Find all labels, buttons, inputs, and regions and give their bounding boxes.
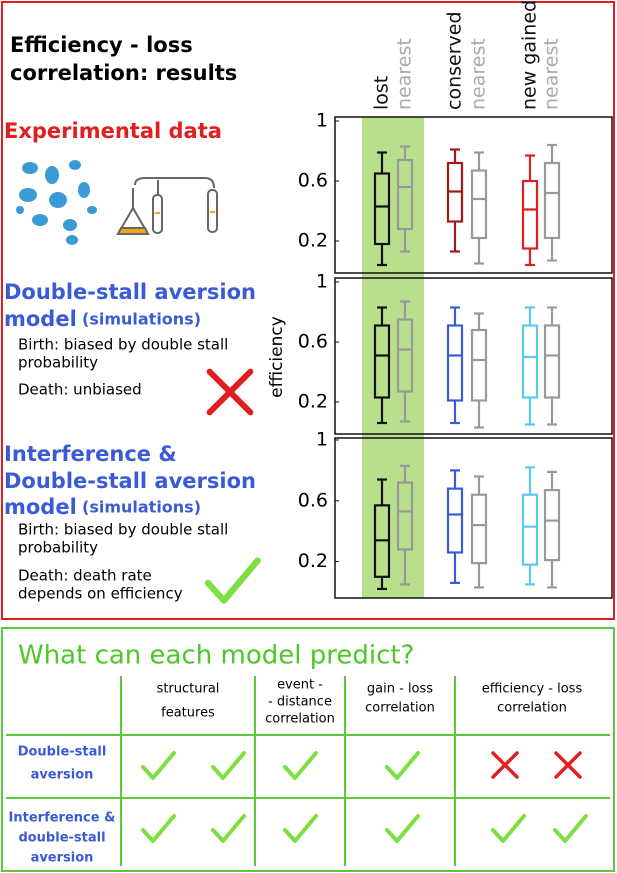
column-header: structural bbox=[157, 682, 220, 697]
column-label: nearest bbox=[541, 38, 563, 110]
column-label: new gained bbox=[519, 0, 541, 110]
column-label: nearest bbox=[394, 38, 416, 110]
row-header: aversion bbox=[31, 851, 94, 866]
box bbox=[446, 487, 464, 554]
box bbox=[373, 324, 391, 399]
model-title: Double-stall aversion bbox=[4, 280, 256, 304]
box bbox=[521, 179, 539, 250]
lab-icon bbox=[116, 177, 218, 235]
model-note: (simulations) bbox=[82, 498, 201, 517]
birth-rule: Birth: biased by double stall bbox=[18, 336, 228, 354]
panel-frame bbox=[334, 277, 613, 435]
column-header: gain - loss bbox=[367, 682, 433, 697]
column-header: features bbox=[161, 706, 215, 721]
box bbox=[543, 489, 561, 562]
box bbox=[470, 328, 488, 402]
y-tick-label: 0.2 bbox=[298, 230, 328, 252]
box bbox=[396, 158, 414, 231]
death-rule: Death: unbiased bbox=[18, 381, 142, 399]
table-frame bbox=[1, 627, 615, 872]
box bbox=[396, 318, 414, 393]
box bbox=[396, 481, 414, 551]
box bbox=[373, 172, 391, 246]
box bbox=[470, 169, 488, 240]
column-header: - distance bbox=[268, 695, 332, 710]
row-header: aversion bbox=[31, 768, 94, 783]
birth-rule: Birth: biased by double stall bbox=[18, 521, 228, 539]
check-icon bbox=[208, 561, 258, 601]
model-title: model bbox=[4, 495, 77, 519]
y-tick-label: 1 bbox=[316, 271, 328, 293]
box bbox=[521, 324, 539, 399]
title: correlation: results bbox=[10, 61, 237, 85]
column-header: event - bbox=[277, 678, 323, 693]
death-rule: Death: death rate bbox=[18, 567, 152, 585]
table-grid bbox=[6, 676, 610, 866]
column-header: efficiency - loss bbox=[482, 682, 583, 697]
y-tick-label: 0.2 bbox=[298, 391, 328, 413]
y-tick-label: 0.6 bbox=[298, 170, 328, 192]
column-header: correlation bbox=[497, 701, 567, 716]
y-tick-label: 1 bbox=[316, 429, 328, 451]
box bbox=[470, 493, 488, 565]
model-title: Interference & bbox=[4, 442, 177, 466]
row-header: Interference & bbox=[9, 811, 116, 826]
y-axis-label: efficiency bbox=[267, 316, 287, 398]
column-label: nearest bbox=[468, 38, 490, 110]
section-title: Experimental data bbox=[4, 119, 222, 143]
column-header: correlation bbox=[265, 712, 335, 727]
y-tick-label: 0.2 bbox=[298, 550, 328, 572]
death-rule: depends on efficiency bbox=[18, 585, 183, 603]
panel-frame bbox=[334, 437, 613, 599]
row-header: Double-stall bbox=[18, 745, 107, 760]
box bbox=[543, 161, 561, 240]
cells-icon bbox=[16, 160, 97, 245]
y-tick-label: 1 bbox=[316, 110, 328, 132]
cross-icon bbox=[210, 372, 251, 413]
y-tick-label: 0.6 bbox=[298, 489, 328, 511]
table-title: What can each model predict? bbox=[18, 641, 414, 671]
birth-rule: probability bbox=[18, 354, 98, 372]
birth-rule: probability bbox=[18, 539, 98, 557]
column-header: correlation bbox=[365, 701, 435, 716]
row-header: double-stall bbox=[18, 831, 105, 846]
box bbox=[543, 324, 561, 399]
model-title: Double-stall aversion bbox=[4, 469, 256, 493]
panel-frame bbox=[334, 116, 613, 274]
results-frame bbox=[1, 1, 615, 620]
model-title: model bbox=[4, 307, 77, 331]
box bbox=[446, 324, 464, 402]
box bbox=[521, 493, 539, 566]
y-tick-label: 0.6 bbox=[298, 331, 328, 353]
column-label: lost bbox=[371, 76, 393, 110]
highlight-band bbox=[362, 117, 424, 598]
title: Efficiency - loss bbox=[10, 33, 193, 57]
column-label: conserved bbox=[444, 11, 466, 110]
model-note: (simulations) bbox=[82, 310, 201, 329]
